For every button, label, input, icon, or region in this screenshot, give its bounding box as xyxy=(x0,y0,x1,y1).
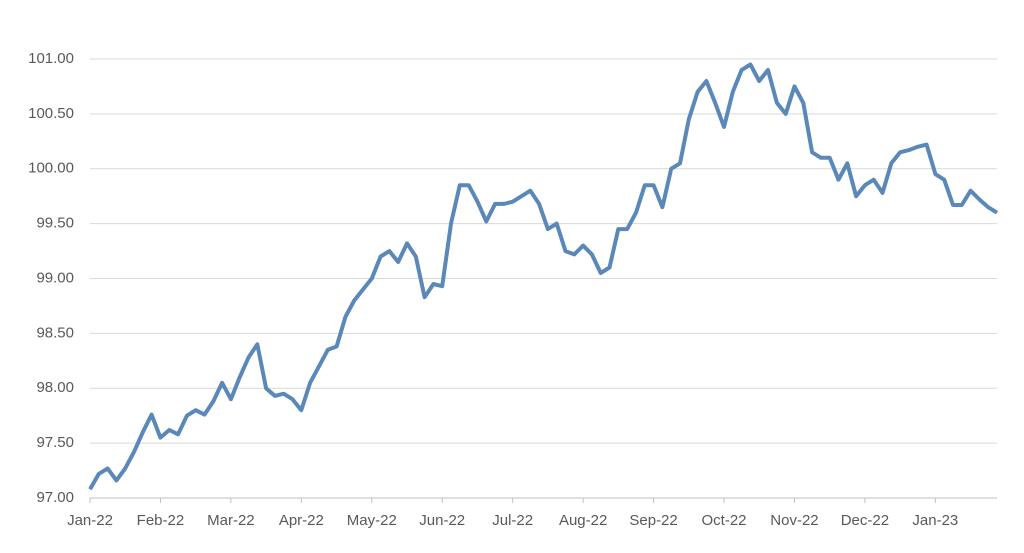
x-tick-label: Mar-22 xyxy=(207,512,255,529)
x-tick-label: Feb-22 xyxy=(137,512,185,529)
x-tick-label: Sep-22 xyxy=(629,512,677,529)
y-tick-label: 98.00 xyxy=(36,379,74,396)
x-tick-label: Jun-22 xyxy=(419,512,465,529)
x-tick-label: Aug-22 xyxy=(559,512,607,529)
x-tick-label: Oct-22 xyxy=(702,512,747,529)
y-tick-label: 98.50 xyxy=(36,324,74,341)
x-tick-label: Nov-22 xyxy=(770,512,818,529)
y-tick-label: 100.00 xyxy=(28,160,74,177)
data-line xyxy=(88,62,999,491)
x-tick-label: Dec-22 xyxy=(841,512,889,529)
y-tick-label: 99.50 xyxy=(36,215,74,232)
x-tick-label: May-22 xyxy=(347,512,397,529)
y-tick-label: 100.50 xyxy=(28,105,74,122)
x-tick-label: Jan-23 xyxy=(912,512,958,529)
y-tick-label: 97.00 xyxy=(36,489,74,506)
x-tick-label: Apr-22 xyxy=(279,512,324,529)
y-tick-label: 97.50 xyxy=(36,434,74,451)
y-tick-label: 101.00 xyxy=(28,50,74,67)
y-tick-label: 99.00 xyxy=(36,269,74,286)
x-tick-label: Jul-22 xyxy=(492,512,533,529)
x-tick-label: Jan-22 xyxy=(67,512,113,529)
